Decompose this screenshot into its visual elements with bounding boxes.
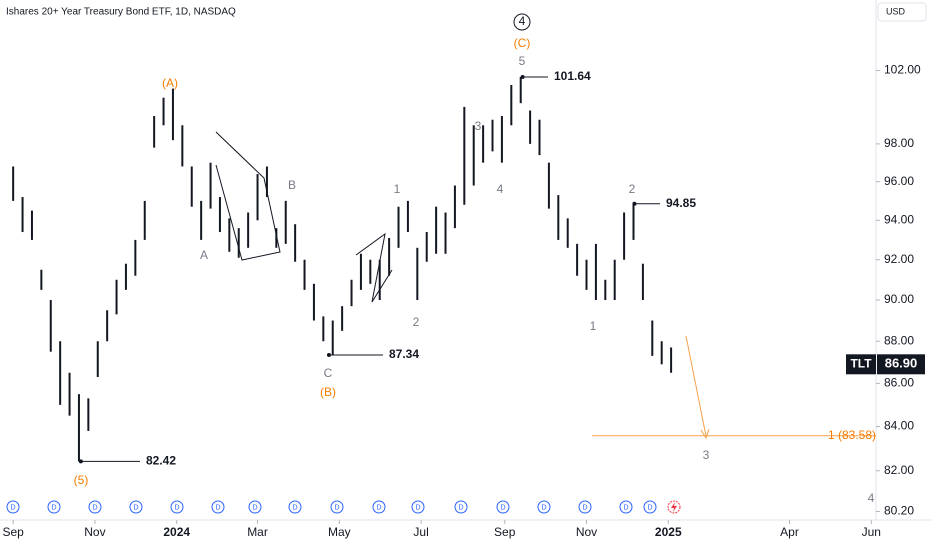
event-marker-label[interactable]: D [292,504,297,511]
last-price-box [877,354,925,375]
y-tick-label: 86.00 [884,376,914,390]
wave-label: 5 [519,54,526,68]
price-label: 82.42 [146,454,176,468]
event-marker[interactable] [330,500,344,514]
event-marker[interactable] [496,500,510,514]
x-tick-label: Mar [247,525,268,539]
event-marker-label[interactable]: D [92,504,97,511]
price-label: 87.34 [389,347,419,361]
x-tick-label: Nov [84,525,105,539]
last-symbol-box [846,354,876,375]
wave-label: C [324,366,333,380]
event-marker[interactable] [248,500,262,514]
y-tick-label: 96.00 [884,174,914,188]
pattern-lines [215,131,281,261]
y-tick-label: 98.00 [884,136,914,150]
event-marker-label[interactable]: D [174,504,179,511]
last-symbol: TLT [850,356,872,370]
event-marker[interactable] [47,500,61,514]
wave-label: (5) [74,473,89,487]
price-label: 101.64 [554,69,591,83]
event-marker-label[interactable]: D [215,504,220,511]
event-marker-label[interactable]: D [376,504,381,511]
event-icon[interactable] [671,502,677,512]
y-tick-label: 102.00 [884,63,921,77]
price-label: 94.85 [666,196,696,210]
event-marker[interactable] [129,500,143,514]
wave-label: 1 [590,319,597,333]
event-marker[interactable] [372,500,386,514]
wave-label: A [200,248,208,262]
event-marker[interactable] [88,500,102,514]
event-marker-label[interactable]: D [582,504,587,511]
wave-label: (A) [162,76,178,90]
y-tick-label: 94.00 [884,212,914,226]
wave-label: 4 [519,14,526,28]
x-tick-label: Jul [413,525,428,539]
wave-label: 2 [629,182,636,196]
wave-label: 3 [475,119,482,133]
x-tick-label: Jun [862,525,881,539]
wave-label: B [288,178,296,192]
x-tick-label: Nov [576,525,597,539]
event-marker[interactable] [411,500,425,514]
x-tick-label: May [328,525,351,539]
event-marker[interactable] [170,500,184,514]
last-price: 86.90 [885,356,918,371]
event-marker-label[interactable]: D [541,504,546,511]
wave-label: 4 [868,491,875,505]
currency[interactable]: USD [886,6,906,16]
event-marker[interactable] [6,500,20,514]
event-marker[interactable] [643,500,657,514]
wave-label: 1 [394,182,401,196]
event-marker[interactable] [619,500,633,514]
event-marker-label[interactable]: D [51,504,56,511]
wave-label: (B) [320,385,336,399]
x-tick-label: Sep [2,525,24,539]
event-marker-label[interactable]: D [334,504,339,511]
event-marker[interactable] [454,500,468,514]
y-tick-label: 90.00 [884,292,914,306]
event-marker-label[interactable]: D [647,504,652,511]
wave-label: 2 [413,315,420,329]
projection-arrow [685,335,707,437]
event-marker-label[interactable]: D [10,504,15,511]
event-marker-label[interactable]: D [415,504,420,511]
y-tick-label: 80.20 [884,504,914,518]
arrow-head [700,428,710,440]
event-marker[interactable] [211,500,225,514]
event-marker-label[interactable]: D [500,504,505,511]
x-tick-label: Apr [780,525,799,539]
event-marker-label[interactable]: D [133,504,138,511]
x-tick-label: 2025 [655,525,682,539]
event-marker[interactable] [288,500,302,514]
wave-circle [513,13,531,31]
pattern-lines [355,232,393,303]
x-tick-label: 2024 [163,525,190,539]
event-marker[interactable] [578,500,592,514]
wave-label: (C) [514,36,531,50]
y-tick-label: 84.00 [884,419,914,433]
currency-box[interactable] [877,2,927,22]
wave-label: 4 [497,182,504,196]
event-marker-label[interactable]: D [252,504,257,511]
y-tick-label: 92.00 [884,252,914,266]
event-marker-label[interactable]: D [623,504,628,511]
chart-title: Ishares 20+ Year Treasury Bond ETF, 1D, … [6,7,236,18]
event-marker[interactable] [537,500,551,514]
x-tick-label: Sep [494,525,516,539]
y-tick-label: 88.00 [884,333,914,347]
y-tick-label: 82.00 [884,463,914,477]
event-marker-label[interactable]: D [458,504,463,511]
wave-label: 3 [703,448,710,462]
target-label: 1 (83.58) [828,428,876,442]
